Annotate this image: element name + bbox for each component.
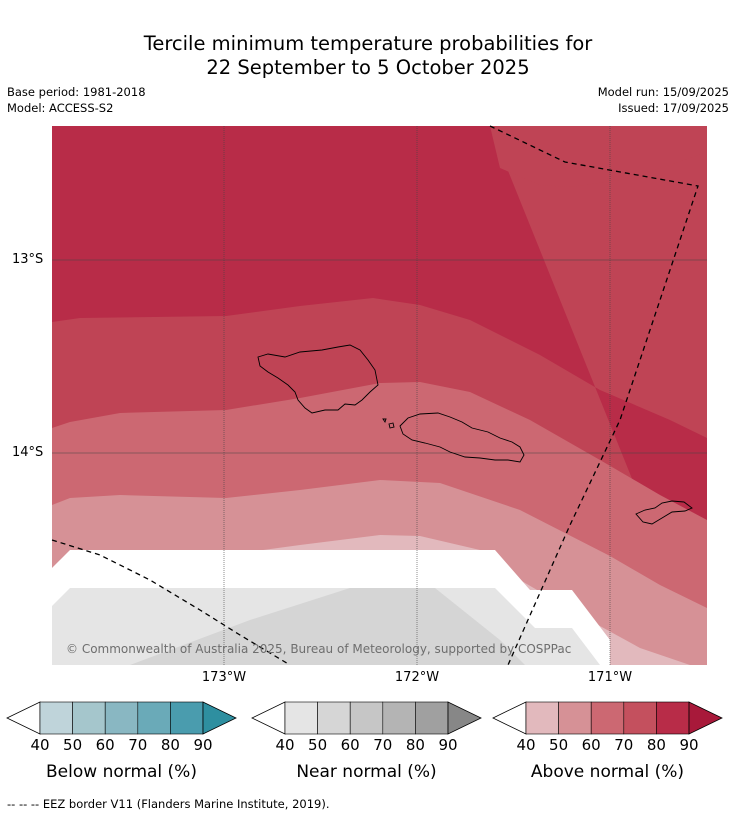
- below-colorbar-segment: [170, 701, 204, 735]
- near-colorbar-segment: [382, 701, 416, 735]
- islet-2: [388, 422, 395, 429]
- eez-border-north-east: [489, 125, 699, 666]
- above-colorbar-title: Above normal (%): [530, 762, 685, 782]
- below-colorbar-segment: [39, 701, 73, 735]
- near-colorbar-segment: [349, 701, 384, 735]
- upolu-island: [399, 412, 525, 463]
- copyright-text: © Commonwealth of Australia 2025, Bureau…: [66, 642, 571, 656]
- below-colorbar-max-arrow: [202, 701, 237, 735]
- above-colorbar-segment: [623, 701, 657, 735]
- below-colorbar-segment: [72, 701, 106, 735]
- lat-label-13s: 13°S: [12, 252, 44, 267]
- below-colorbar-tick: 70: [128, 736, 148, 754]
- probability-fill-layers: [52, 126, 707, 665]
- near-colorbar-max-arrow: [447, 701, 482, 735]
- title-line-2: 22 September to 5 October 2025: [206, 56, 530, 79]
- below-colorbar-title: Below normal (%): [46, 762, 197, 782]
- savaii-island: [257, 344, 379, 414]
- below-colorbar-segment: [104, 701, 139, 735]
- model-name: Model: ACCESS-S2: [7, 101, 114, 115]
- islet-1: [382, 418, 387, 424]
- near-colorbar-segment: [317, 701, 351, 735]
- above-colorbar-segment: [558, 701, 592, 735]
- lon-label-172w: 172°W: [394, 670, 440, 685]
- above-colorbar-segment: [525, 701, 559, 735]
- colorbars: [6, 701, 723, 735]
- near-colorbar-segment: [284, 701, 318, 735]
- below-colorbar-min-arrow: [6, 701, 41, 735]
- below-colorbar-tick: 90: [193, 736, 213, 754]
- coastlines: [257, 344, 693, 525]
- issued-date: Issued: 17/09/2025: [618, 101, 729, 115]
- title-line-1: Tercile minimum temperature probabilitie…: [143, 32, 593, 55]
- above-colorbar-min-arrow: [492, 701, 527, 735]
- near-colorbar-min-arrow: [251, 701, 286, 735]
- near-colorbar-tick: 90: [438, 736, 458, 754]
- near-colorbar-title: Near normal (%): [296, 762, 437, 782]
- eez-border-south-west: [51, 539, 291, 666]
- lat-label-14s: 14°S: [12, 445, 44, 460]
- model-run: Model run: 15/09/2025: [597, 85, 729, 99]
- lon-label-171w: 171°W: [587, 670, 633, 685]
- above-colorbar-segment: [656, 701, 690, 735]
- above-colorbar-tick: 90: [679, 736, 699, 754]
- fill-above-80-top: [490, 126, 707, 187]
- below-colorbar-tick: 80: [160, 736, 180, 754]
- grid-lines: [52, 126, 707, 665]
- below-colorbar-tick: 50: [63, 736, 83, 754]
- eez-footnote: -- -- -- EEZ border V11 (Flanders Marine…: [7, 797, 330, 811]
- fill-near-60: [130, 588, 525, 665]
- above-colorbar-tick: 80: [646, 736, 666, 754]
- above-colorbar-tick: 40: [516, 736, 536, 754]
- above-colorbar-tick: 50: [549, 736, 569, 754]
- below-colorbar-tick: 60: [95, 736, 115, 754]
- above-colorbar-segment: [590, 701, 625, 735]
- near-colorbar-tick: 70: [373, 736, 393, 754]
- below-colorbar-tick: 40: [30, 736, 50, 754]
- near-colorbar-tick: 80: [405, 736, 425, 754]
- near-colorbar-tick: 50: [308, 736, 328, 754]
- near-colorbar-tick: 60: [340, 736, 360, 754]
- lon-label-173w: 173°W: [201, 670, 247, 685]
- above-colorbar-max-arrow: [688, 701, 723, 735]
- eez-borders: [51, 125, 699, 666]
- near-colorbar-segment: [415, 701, 449, 735]
- below-colorbar-segment: [137, 701, 171, 735]
- tutuila-island: [635, 500, 693, 525]
- above-colorbar-tick: 60: [581, 736, 601, 754]
- near-colorbar-tick: 40: [275, 736, 295, 754]
- above-colorbar-tick: 70: [614, 736, 634, 754]
- base-period: Base period: 1981-2018: [7, 85, 146, 99]
